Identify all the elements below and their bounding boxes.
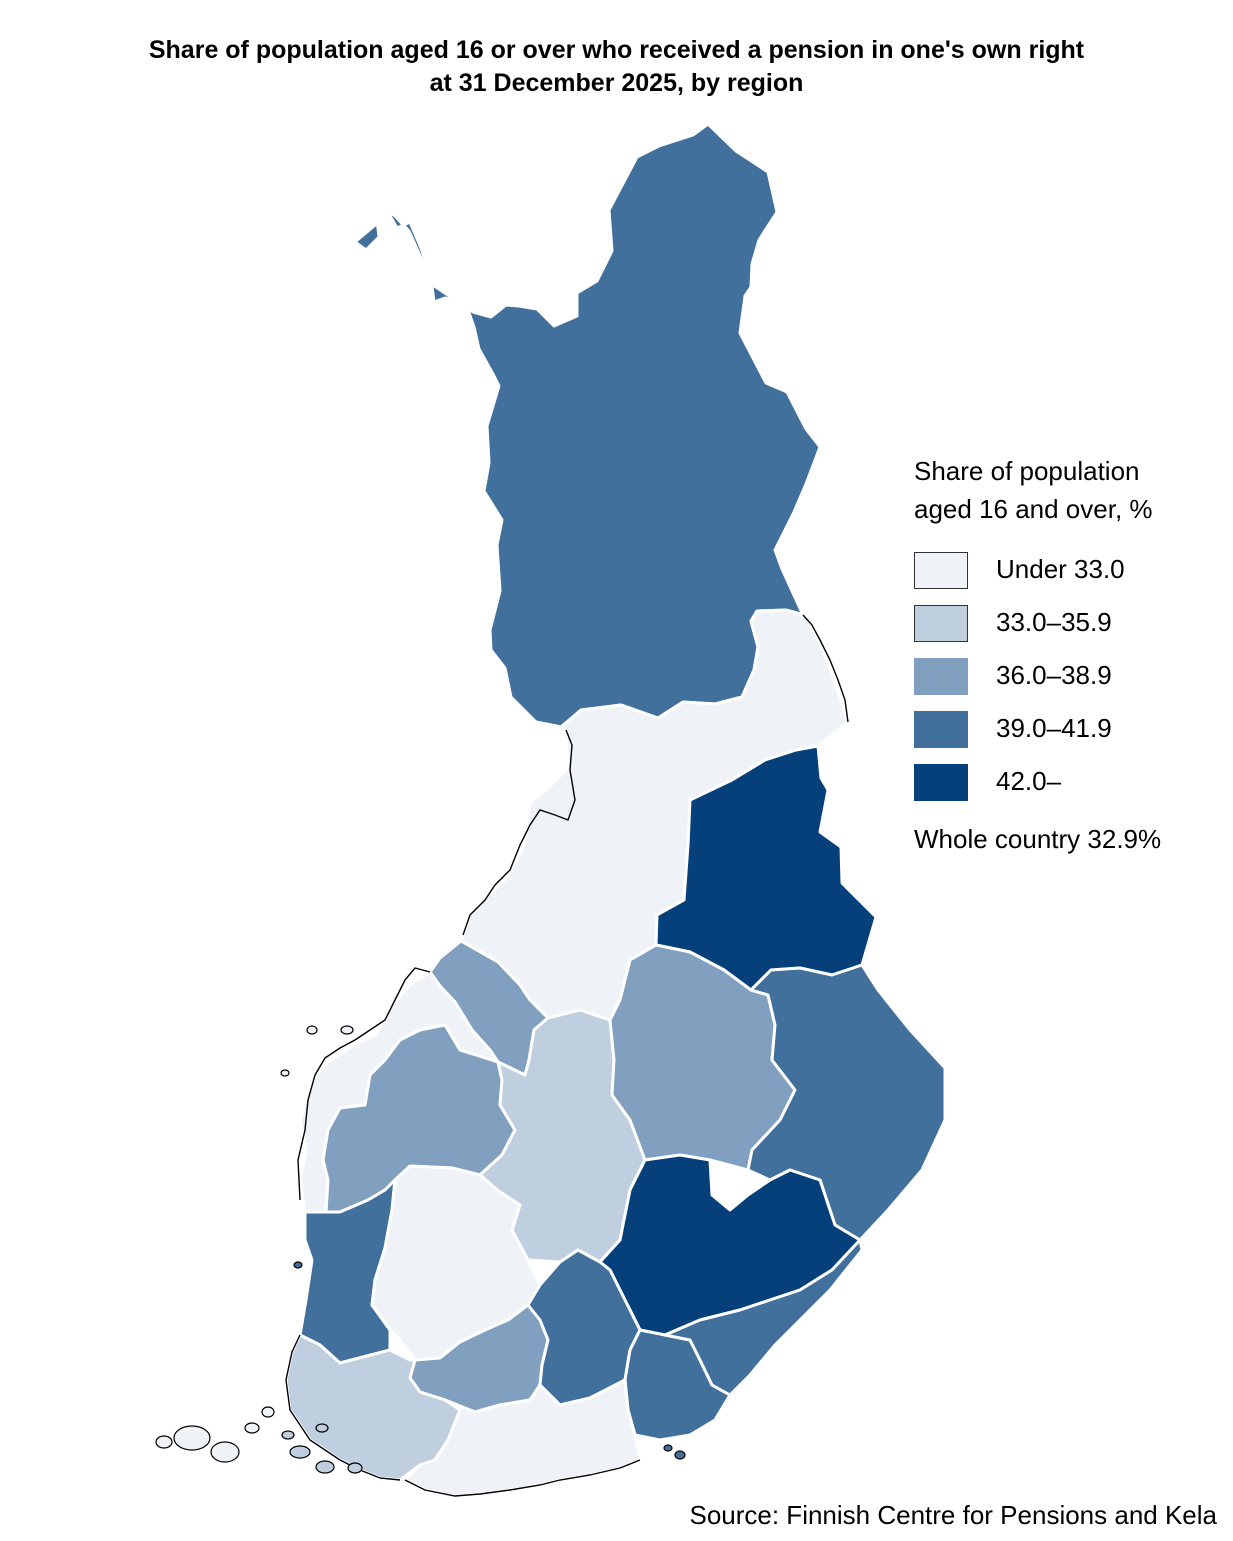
island-sw-1 <box>289 1445 311 1459</box>
legend-label: 42.0– <box>996 766 1062 796</box>
island-aland-3 <box>155 1435 173 1449</box>
title-line-2: at 31 December 2025, by region <box>429 69 804 97</box>
legend-label: 36.0–38.9 <box>996 660 1112 690</box>
island-west-4 <box>293 1261 303 1269</box>
legend-swatch <box>914 605 968 642</box>
region-lapland[interactable] <box>353 122 822 729</box>
legend-title-line-2: aged 16 and over, % <box>914 494 1153 524</box>
legend-label: Under 33.0 <box>996 554 1125 584</box>
legend-item: 42.0– <box>914 764 1224 817</box>
title-line-1: Share of population aged 16 or over who … <box>148 36 1085 64</box>
coastline-southwest <box>285 1334 401 1481</box>
region-south-savo[interactable] <box>598 1153 862 1337</box>
legend-item: 33.0–35.9 <box>914 605 1224 658</box>
legend-label: 33.0–35.9 <box>996 607 1112 637</box>
coastline-south <box>404 1459 641 1497</box>
legend-swatch <box>914 711 968 748</box>
island-sw-4 <box>347 1462 363 1474</box>
map-title: Share of population aged 16 or over who … <box>0 34 1233 100</box>
legend-swatch <box>914 552 968 589</box>
island-west-1 <box>280 1069 290 1077</box>
legend-label: 39.0–41.9 <box>996 713 1112 743</box>
legend-swatch <box>914 658 968 695</box>
legend-item: 39.0–41.9 <box>914 711 1224 764</box>
island-sw-2 <box>315 1460 335 1474</box>
source-note: Source: Finnish Centre for Pensions and … <box>689 1500 1217 1530</box>
coastline-west <box>297 967 431 1201</box>
region-south-karelia[interactable] <box>663 1238 864 1397</box>
legend-swatch <box>914 764 968 801</box>
island-aland-1 <box>173 1425 211 1451</box>
island-aland-4 <box>244 1422 260 1434</box>
island-west-2 <box>306 1025 318 1035</box>
legend-item: Under 33.0 <box>914 552 1224 605</box>
island-aland-5 <box>261 1406 275 1418</box>
legend: Share of population aged 16 and over, % … <box>914 452 1224 817</box>
island-south-2 <box>663 1444 673 1452</box>
whole-country-value: Whole country 32.9% <box>914 824 1162 854</box>
coastline-bothnia <box>462 729 576 936</box>
island-sw-5 <box>315 1423 329 1433</box>
legend-title-line-1: Share of population <box>914 456 1140 486</box>
legend-items: Under 33.0 33.0–35.9 36.0–38.9 39.0–41.9… <box>914 552 1224 817</box>
island-sw-3 <box>281 1430 295 1440</box>
island-aland-2 <box>210 1441 240 1463</box>
legend-item: 36.0–38.9 <box>914 658 1224 711</box>
legend-title: Share of population aged 16 and over, % <box>914 452 1224 528</box>
island-west-3 <box>340 1025 354 1035</box>
island-south-1 <box>674 1450 686 1460</box>
border-east-line <box>802 614 849 723</box>
